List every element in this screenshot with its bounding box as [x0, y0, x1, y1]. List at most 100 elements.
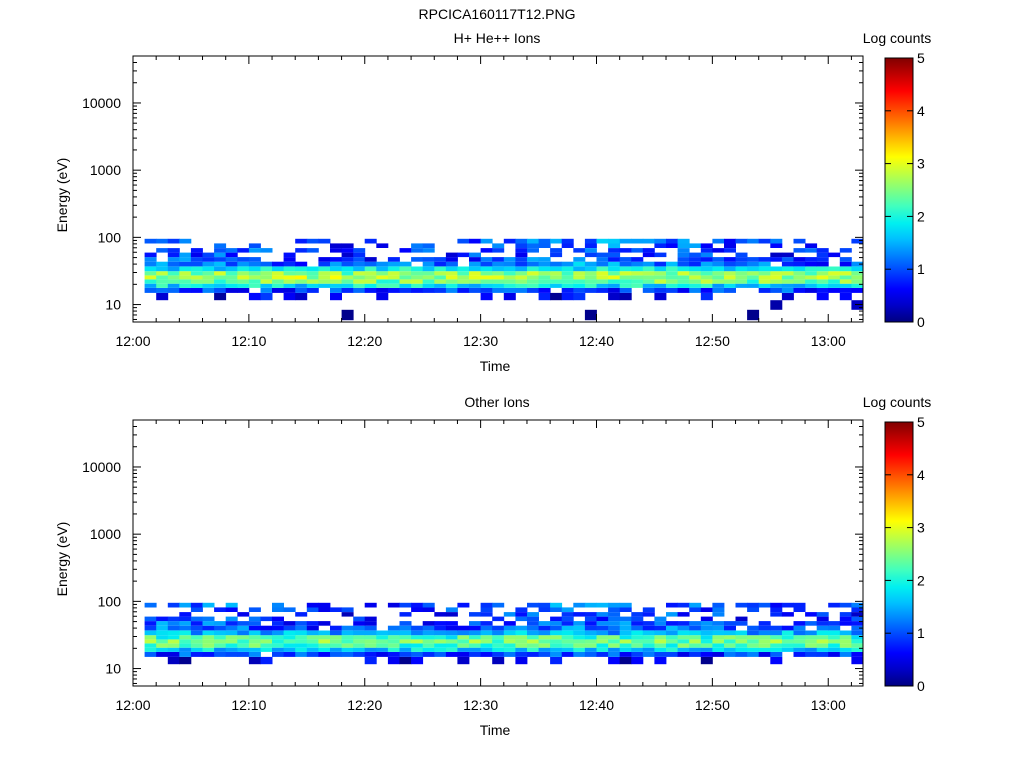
heatmap-cell — [724, 275, 736, 280]
heatmap-cell — [584, 238, 597, 244]
heatmap-cell — [353, 275, 366, 280]
heatmap-cell — [561, 271, 574, 276]
heatmap-cell — [550, 602, 563, 608]
heatmap-cell — [596, 279, 609, 284]
heatmap-cell — [677, 238, 690, 244]
heatmap-cell — [272, 602, 284, 608]
heatmap-cell — [144, 283, 157, 288]
heatmap-cell — [584, 647, 597, 652]
heatmap-cell — [353, 635, 366, 640]
heatmap-cell — [272, 635, 284, 640]
heatmap-cell — [318, 257, 331, 262]
heatmap-cell — [283, 630, 296, 636]
heatmap-cell — [295, 238, 308, 244]
heatmap-cell — [399, 248, 412, 253]
heatmap-cell — [828, 639, 841, 644]
heatmap-cell — [724, 238, 736, 244]
heatmap-cell — [469, 257, 481, 262]
heatmap-cell — [248, 625, 261, 631]
heatmap-cell — [793, 238, 806, 244]
heatmap-cell — [202, 651, 215, 657]
heatmap-cell — [318, 261, 331, 267]
heatmap-cell — [573, 625, 586, 631]
heatmap-cell — [816, 612, 829, 617]
heatmap-cell — [805, 639, 818, 644]
heatmap-cell — [561, 621, 574, 626]
heatmap-cell — [364, 238, 377, 244]
heatmap-cell — [758, 651, 771, 657]
heatmap-cell — [190, 630, 203, 636]
y-tick-label: 100 — [98, 229, 122, 245]
heatmap-cell — [770, 283, 783, 288]
heatmap-cell — [538, 639, 551, 644]
heatmap-cell — [202, 616, 215, 622]
heatmap-cell — [387, 261, 400, 267]
heatmap-cell — [237, 279, 250, 284]
heatmap-cell — [758, 621, 771, 626]
heatmap-cell — [422, 283, 435, 288]
heatmap-cell — [770, 647, 783, 652]
heatmap-cell — [828, 252, 841, 258]
heatmap-cell — [214, 651, 227, 657]
heatmap-cell — [364, 266, 377, 272]
heatmap-cell — [330, 283, 342, 288]
heatmap-cell — [596, 630, 609, 636]
heatmap-cell — [608, 243, 621, 248]
heatmap-cell — [422, 243, 435, 248]
heatmap-cell — [538, 238, 551, 244]
heatmap-cell — [492, 647, 505, 652]
heatmap-cell — [272, 647, 284, 652]
heatmap-cell — [237, 257, 250, 262]
heatmap-cell — [248, 243, 261, 248]
heatmap-cell — [793, 647, 806, 652]
heatmap-cell — [573, 643, 586, 648]
heatmap-cell — [225, 261, 238, 267]
heatmap-cell — [642, 635, 655, 640]
heatmap-cell — [839, 612, 852, 617]
heatmap-cell — [503, 238, 516, 244]
heatmap-cell — [828, 271, 841, 276]
heatmap-cell — [237, 283, 250, 288]
heatmap-cell — [260, 639, 273, 644]
heatmap-cell — [225, 607, 238, 612]
y-tick-label: 1000 — [90, 162, 121, 178]
heatmap-cell — [724, 257, 736, 262]
heatmap-cell — [167, 602, 180, 608]
heatmap-cell — [608, 279, 621, 284]
heatmap-cell — [538, 607, 551, 612]
heatmap-cell — [735, 651, 748, 657]
heatmap-cell — [816, 271, 829, 276]
heatmap-cell — [387, 651, 400, 657]
heatmap-cell — [619, 275, 632, 280]
heatmap-cell — [758, 602, 771, 608]
heatmap-cell — [202, 630, 215, 636]
heatmap-cell — [364, 257, 377, 262]
heatmap-cell — [538, 243, 551, 248]
heatmap-cell — [793, 283, 806, 288]
heatmap-cell — [527, 261, 539, 267]
heatmap-cell — [700, 616, 713, 622]
heatmap-cell — [724, 261, 736, 267]
heatmap-cell — [828, 287, 841, 293]
heatmap-cell — [399, 271, 412, 276]
heatmap-cell — [318, 607, 331, 612]
heatmap-cell — [608, 287, 621, 293]
heatmap-cell — [353, 643, 366, 648]
heatmap-cell — [735, 616, 748, 622]
heatmap-cell — [584, 616, 597, 622]
heatmap-cell — [144, 621, 157, 626]
heatmap-cell — [422, 621, 435, 626]
heatmap-cell — [515, 630, 528, 636]
heatmap-cell — [318, 651, 331, 657]
y-tick-label: 100 — [98, 593, 122, 609]
heatmap-cell — [272, 651, 284, 657]
heatmap-cell — [445, 647, 458, 652]
heatmap-cell — [619, 602, 632, 608]
heatmap-cell — [642, 287, 655, 293]
heatmap-cell — [295, 248, 308, 253]
heatmap-cell — [492, 643, 505, 648]
heatmap-cell — [248, 271, 261, 276]
heatmap-cell — [816, 275, 829, 280]
heatmap-cell — [492, 625, 505, 631]
heatmap-cell — [480, 612, 493, 617]
